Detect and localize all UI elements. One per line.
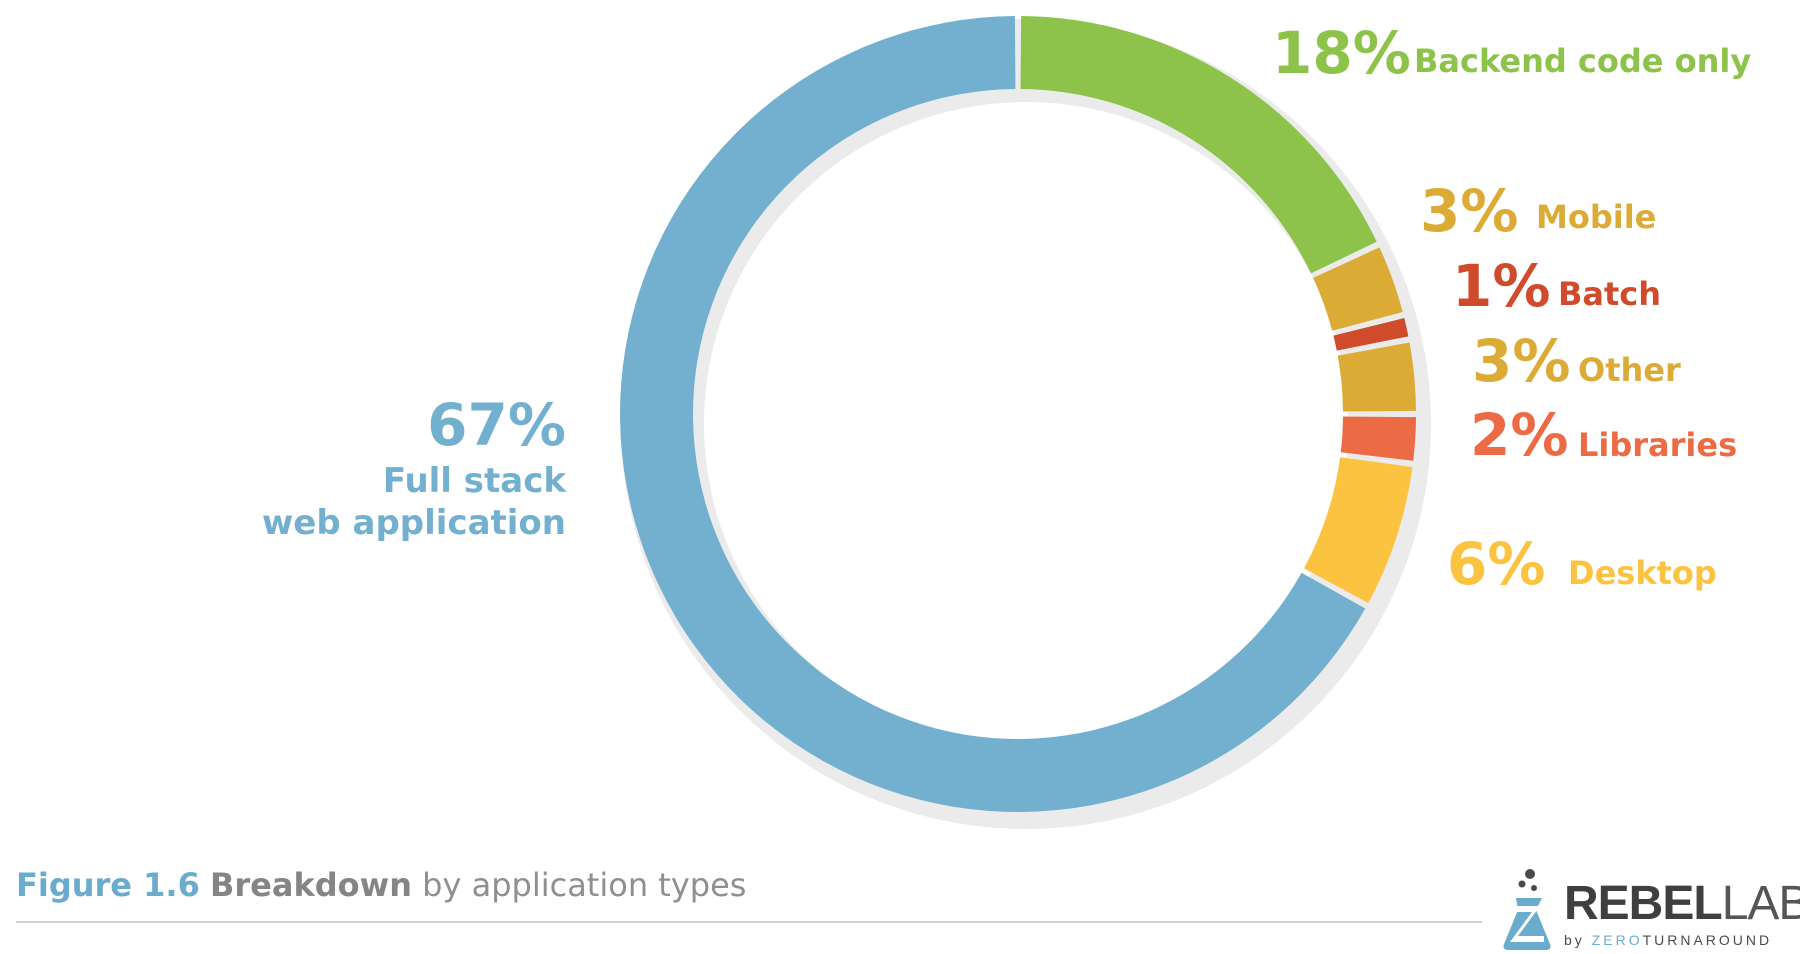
flask-logo-icon (1503, 869, 1551, 950)
figure-title: Breakdown (210, 866, 412, 904)
pct-label-desktop: 6% (1447, 530, 1545, 598)
name-label-mobile: Mobile (1536, 198, 1656, 236)
name-label-batch: Batch (1558, 275, 1661, 313)
rebellabs-logo: REBELLABS by ZEROTURNAROUND (1494, 866, 1800, 952)
logo-turnaround: TURNAROUND (1642, 932, 1773, 948)
slice-mobile (1313, 247, 1403, 331)
name-label-full-stack-web-application-line-2: web application (262, 503, 566, 543)
logo-labs: LABS (1721, 877, 1800, 930)
pct-label-other: 3% (1472, 327, 1570, 395)
name-label-desktop: Desktop (1568, 554, 1717, 592)
donut-slices (619, 16, 1416, 813)
logo-tagline: by ZEROTURNAROUND (1564, 932, 1772, 948)
name-label-other: Other (1578, 351, 1681, 389)
pct-label-libraries: 2% (1470, 401, 1568, 469)
pct-label-full-stack-web-application: 67% (427, 391, 566, 459)
slice-libraries (1340, 416, 1416, 461)
name-label-full-stack-web-application-line-1: Full stack (383, 461, 567, 501)
pct-label-batch: 1% (1452, 252, 1550, 320)
figure-caption: Figure 1.6 Breakdown by application type… (16, 866, 746, 904)
slice-batch (1333, 318, 1409, 351)
logo-wordmark: REBELLABS (1564, 876, 1800, 931)
pct-label-mobile: 3% (1420, 177, 1518, 245)
figure-description: by application types (422, 866, 747, 904)
pct-label-backend-code-only: 18% (1272, 19, 1411, 87)
logo-zero: ZERO (1591, 932, 1643, 948)
logo-rebel: REBEL (1564, 877, 1723, 930)
slice-backend-code-only (1020, 16, 1377, 274)
logo-by: by (1564, 932, 1585, 948)
slice-desktop (1304, 457, 1413, 603)
figure-number: Figure 1.6 (16, 866, 200, 904)
caption-divider (16, 921, 1482, 923)
name-label-libraries: Libraries (1578, 426, 1737, 464)
slice-other (1337, 342, 1416, 412)
name-label-backend-code-only: Backend code only (1414, 42, 1751, 80)
